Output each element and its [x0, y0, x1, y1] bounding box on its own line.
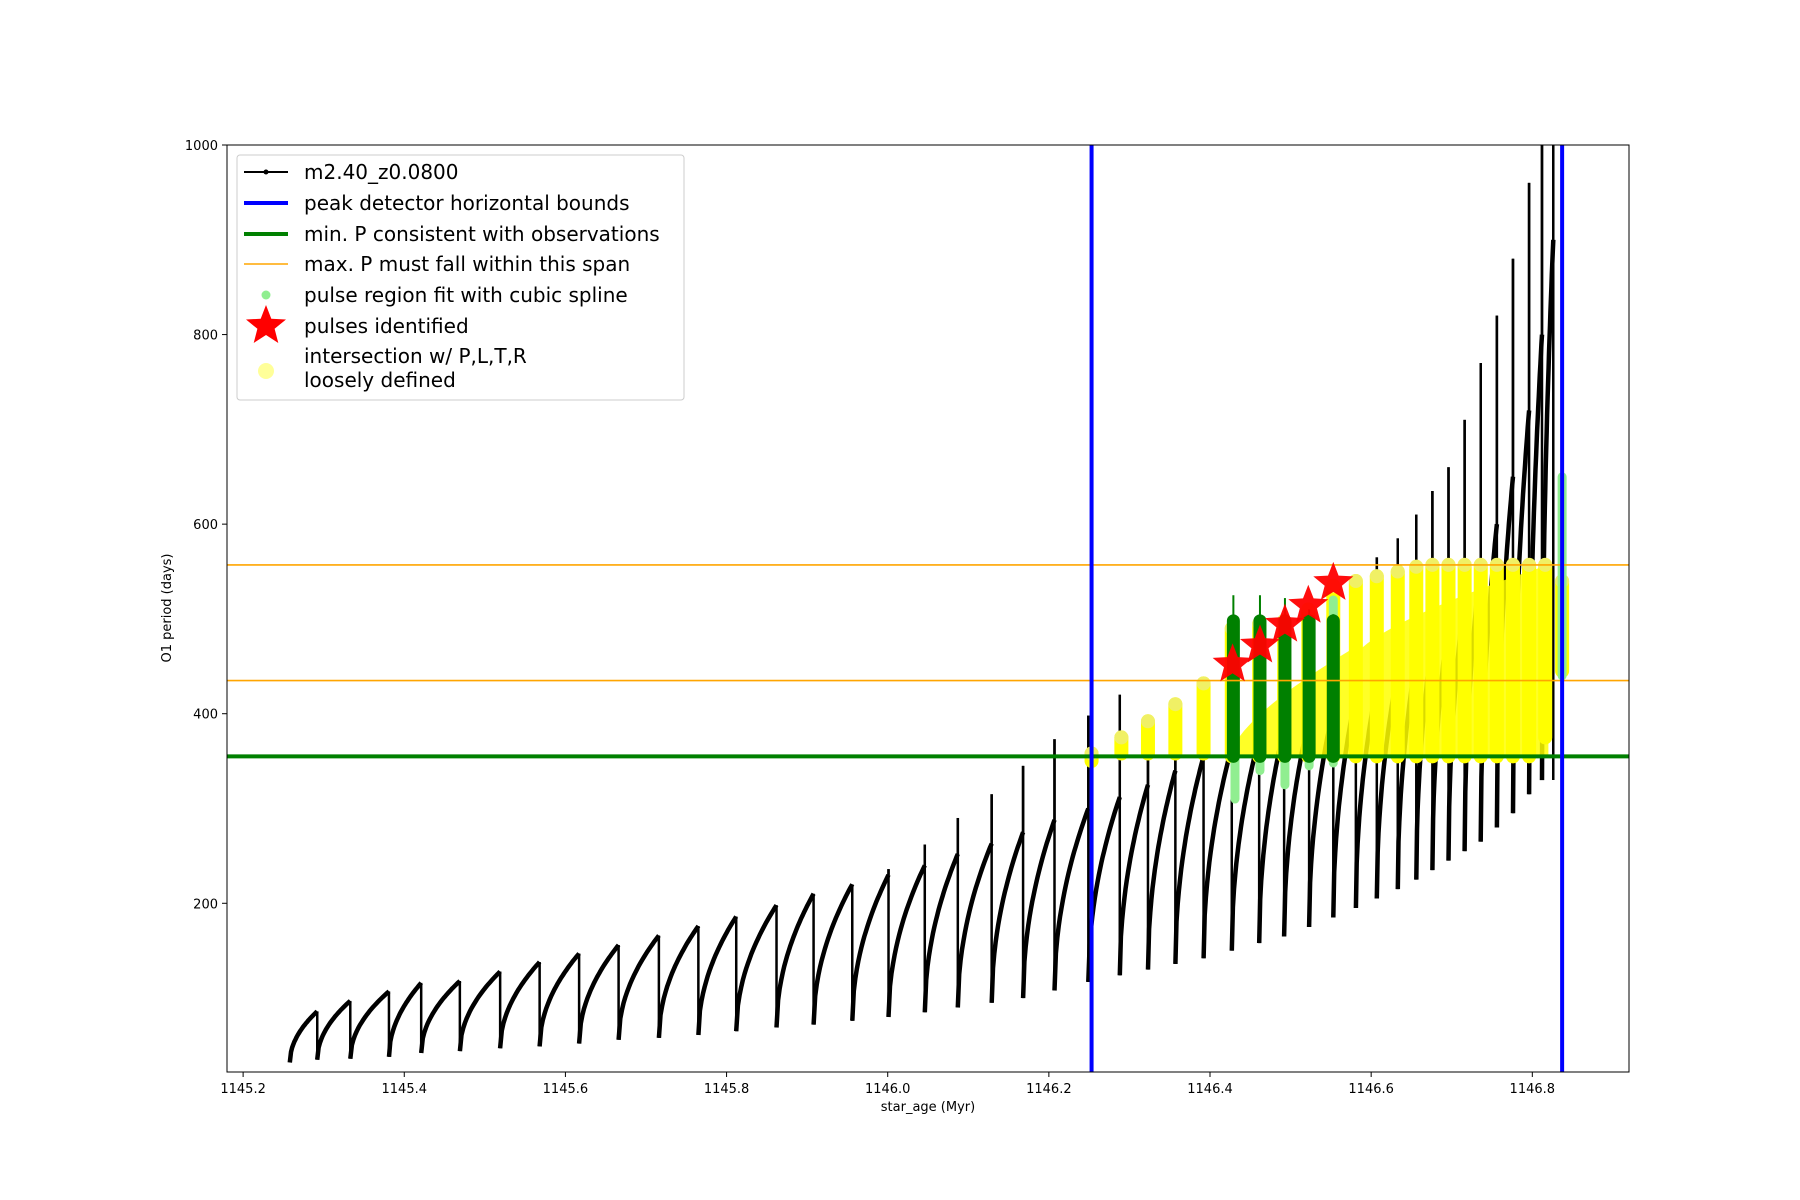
legend-dot-marker: [258, 363, 274, 379]
pulse-cycle-line: [576, 943, 621, 1044]
intersection-cap: [1196, 676, 1211, 691]
pulse-cycle-line: [1145, 769, 1178, 970]
intersection-cap: [1140, 714, 1155, 729]
x-axis-label: star_age (Myr): [881, 1100, 975, 1115]
pulse-cycle-line: [1173, 755, 1206, 964]
pulse-cycle-line: [1201, 746, 1234, 959]
pulse-star: [1313, 561, 1354, 600]
intersection-cap: [1348, 574, 1363, 589]
x-tick-label: 1145.4: [382, 1082, 428, 1097]
intersection-cap: [1114, 730, 1129, 745]
pulse-cycle-line: [287, 1009, 319, 1063]
x-tick-label: 1146.8: [1510, 1082, 1556, 1097]
y-tick-label: 200: [193, 897, 218, 912]
series-min-period-bars: [1226, 595, 1340, 763]
pulse-cycle-line: [616, 934, 661, 1040]
pulse-cycle-line: [989, 831, 1026, 1003]
legend-star-marker: [246, 305, 286, 343]
x-tick-label: 1145.8: [704, 1082, 750, 1097]
pulse-cycle-line: [733, 903, 779, 1032]
y-tick-label: 1000: [185, 139, 218, 154]
y-axis-label: O1 period (days): [160, 553, 175, 662]
y-tick-label: 600: [193, 518, 218, 533]
y-tick-label: 800: [193, 329, 218, 344]
x-tick-label: 1145.2: [220, 1082, 266, 1097]
plot-frame: [226, 144, 1630, 1073]
pulse-cycle-line: [656, 924, 701, 1039]
pulse-cycle-line: [386, 981, 423, 1057]
legend-label: m2.40_z0.0800: [304, 160, 459, 184]
pulse-star: [1288, 584, 1329, 623]
legend-dot-marker: [261, 290, 271, 300]
legend-label: min. P consistent with observations: [304, 222, 660, 246]
x-tick-label: 1145.6: [543, 1082, 589, 1097]
pulse-cycle-line: [1020, 819, 1057, 999]
intersection-cap: [1168, 697, 1183, 712]
pulse-cycle-line: [922, 853, 960, 1013]
pulse-cycle-line: [955, 842, 994, 1008]
legend-label: max. P must fall within this span: [304, 252, 630, 276]
intersection-cap: [1390, 564, 1405, 579]
pulse-star: [1240, 624, 1280, 663]
pulse-cycle-line: [537, 952, 581, 1047]
legend-label: pulse region fit with cubic spline: [304, 283, 628, 307]
x-tick-label: 1146.6: [1348, 1082, 1394, 1097]
pulse-cycle-line: [314, 999, 352, 1060]
plot-area: [227, 145, 1629, 1072]
pulse-cycle-line: [497, 960, 542, 1049]
axes: 1145.2 1145.4 1145.6 1145.8 1146.0 1146.2 1146…: [185, 139, 1555, 1097]
pulse-cycle-line: [1117, 784, 1151, 976]
legend-dot-marker: [263, 169, 269, 175]
legend-box: [236, 154, 685, 401]
pulse-cycle-line: [1052, 807, 1091, 991]
pulse-cycle-line: [811, 883, 855, 1025]
legend-label: loosely defined: [304, 368, 456, 392]
pulse-cycle-line: [886, 864, 927, 1018]
pulse-cycle-line: [774, 892, 816, 1028]
pulse-star: [1212, 643, 1253, 682]
pulse-cycle-line: [348, 989, 391, 1059]
pulse-cycle-line: [696, 915, 739, 1036]
x-tick-label: 1146.0: [865, 1082, 911, 1097]
x-tick-label: 1146.4: [1187, 1082, 1233, 1097]
legend-label: intersection w/ P,L,T,R: [304, 344, 527, 368]
pulse-cycle-line: [418, 979, 462, 1054]
pulse-cycle-line: [850, 873, 891, 1021]
legend-label: peak detector horizontal bounds: [304, 191, 630, 215]
pulse-star: [1265, 603, 1305, 642]
intersection-cap: [1409, 559, 1424, 574]
intersection-cap: [1369, 569, 1384, 584]
pulse-cycle-line: [457, 969, 502, 1052]
x-tick-label: 1146.2: [1026, 1082, 1072, 1097]
legend-label: pulses identified: [304, 314, 469, 338]
series-pulses-identified: [1212, 561, 1354, 682]
pulse-cycle-line: [1086, 796, 1122, 983]
y-tick-label: 400: [193, 708, 218, 723]
